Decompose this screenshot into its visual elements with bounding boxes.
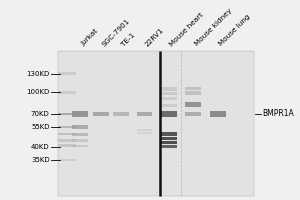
Bar	[58, 126, 76, 128]
Bar	[136, 129, 152, 131]
Bar	[58, 144, 76, 147]
Bar	[58, 72, 76, 75]
Text: Jurkat: Jurkat	[80, 28, 99, 47]
Bar	[161, 141, 177, 144]
Bar	[161, 111, 177, 117]
Text: 70KD: 70KD	[31, 111, 50, 117]
Text: 100KD: 100KD	[26, 89, 50, 95]
Text: Mouse lung: Mouse lung	[218, 14, 251, 47]
Text: 55KD: 55KD	[31, 124, 50, 130]
Bar	[161, 104, 177, 107]
Bar	[185, 112, 201, 116]
Bar	[72, 139, 88, 142]
Bar	[161, 92, 177, 95]
Bar	[72, 145, 88, 147]
Bar	[136, 112, 152, 116]
Text: 130KD: 130KD	[26, 71, 50, 77]
Bar	[94, 112, 109, 116]
Text: 40KD: 40KD	[31, 144, 50, 150]
Bar	[210, 111, 226, 117]
Text: BMPR1A: BMPR1A	[262, 109, 294, 118]
Bar	[58, 159, 76, 161]
Text: 35KD: 35KD	[31, 157, 50, 163]
Bar	[58, 51, 254, 196]
Bar	[58, 113, 76, 115]
Bar	[58, 91, 76, 94]
Bar	[161, 97, 177, 100]
Bar	[72, 133, 88, 136]
Text: Mouse heart: Mouse heart	[169, 11, 205, 47]
Text: Mouse kidney: Mouse kidney	[193, 8, 233, 47]
Bar	[161, 132, 177, 136]
Bar	[58, 139, 76, 142]
Bar	[185, 87, 201, 90]
Bar	[161, 137, 177, 140]
Bar	[113, 112, 129, 116]
Text: TE-1: TE-1	[121, 32, 136, 47]
Bar	[185, 91, 201, 95]
Text: 22RV1: 22RV1	[144, 27, 165, 47]
Bar	[136, 132, 152, 134]
Bar	[72, 125, 88, 129]
Bar	[161, 87, 177, 91]
Text: SGC-7901: SGC-7901	[101, 17, 131, 47]
Bar	[58, 133, 76, 135]
Bar	[72, 111, 88, 117]
Bar	[161, 145, 177, 148]
Bar	[185, 102, 201, 107]
